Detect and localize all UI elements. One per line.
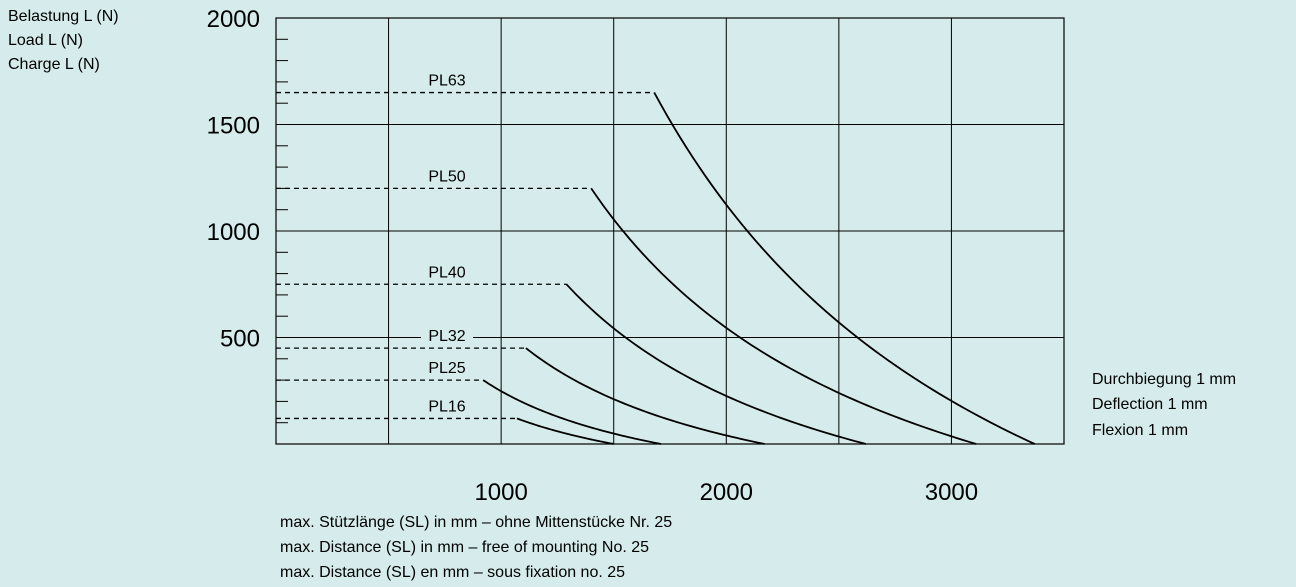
plot-frame [275,17,1065,445]
curves [482,92,1036,445]
series-label-pl50: PL50 [428,168,465,185]
curve-pl50 [590,187,977,445]
series-label-bg [421,326,473,346]
series-label-bg [421,262,473,282]
curve-pl40 [565,283,867,445]
y-tick-label: 1500 [207,113,260,140]
curve-pl63 [653,92,1036,445]
labels: 500 1000 1500 2000 1000 2000 3000 PL63 PL50 PL40 P… [207,6,979,506]
series-label-pl40: PL40 [428,264,465,281]
grid [276,18,1064,444]
y-tick-label: 2000 [207,6,260,33]
curve-pl32 [525,347,765,445]
y-axis-label-de: Belastung L (N) [8,8,119,25]
series-label-pl32: PL32 [428,328,465,345]
deflection-label-fr: Flexion 1 mm [1092,422,1189,439]
y-axis-label-en: Load L (N) [8,32,83,49]
x-tick-label: 3000 [925,479,978,506]
x-axis-label-de: max. Stützlänge (SL) in mm – ohne Mitten… [280,514,673,531]
curve-pl25 [482,379,662,445]
x-axis-label-fr: max. Distance (SL) en mm – sous fixation… [280,564,626,581]
y-tick-label: 500 [220,326,260,353]
series-label-bg [421,70,473,90]
x-tick-label: 2000 [700,479,753,506]
max-load-reference-lines [276,91,655,420]
x-axis-label-en: max. Distance (SL) in mm – free of mount… [280,539,650,556]
curve-pl16 [516,417,614,445]
series-label-pl25: PL25 [428,360,465,377]
x-tick-label: 1000 [474,479,527,506]
deflection-label-de: Durchbiegung 1 mm [1092,371,1237,388]
series-label-bg [421,166,473,186]
series-label-bg [421,358,473,378]
y-axis-label-fr: Charge L (N) [8,56,100,73]
series-label-bg [421,396,473,416]
deflection-label-en: Deflection 1 mm [1092,396,1208,413]
series-label-pl16: PL16 [428,398,465,415]
series-label-pl63: PL63 [428,73,465,90]
y-tick-label: 1000 [207,219,260,246]
